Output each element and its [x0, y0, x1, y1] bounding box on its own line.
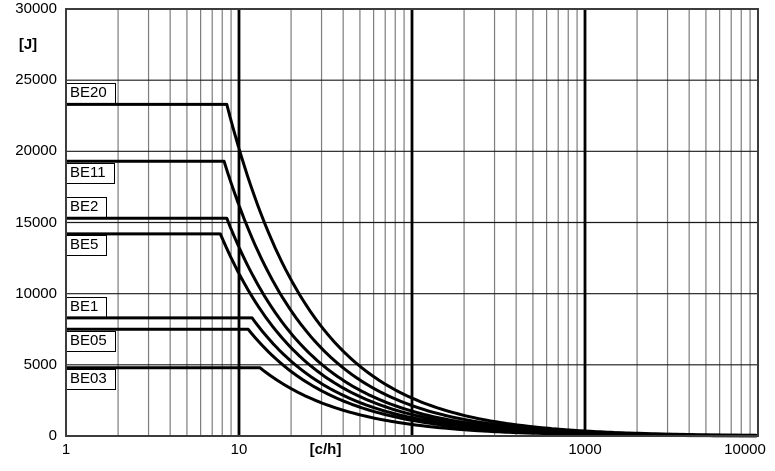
curve-label-be2: BE2 — [66, 197, 108, 219]
plot-border — [65, 8, 759, 437]
x-tick-label-1000: 1000 — [568, 441, 602, 458]
y-tick-label-10000: 10000 — [15, 284, 57, 302]
curve-be20 — [66, 102, 757, 437]
curve-label-be05: BE05 — [66, 330, 116, 352]
curve-label-be11: BE11 — [66, 162, 115, 184]
x-axis-unit-label: [c/h] — [309, 441, 342, 458]
curve-label-be5: BE5 — [66, 235, 108, 257]
curve-be11 — [66, 159, 757, 437]
x-tick-label-1: 1 — [61, 441, 71, 458]
x-tick-label-10000: 10000 — [724, 441, 766, 458]
curve-label-be03: BE03 — [66, 369, 116, 391]
y-axis-unit-label: [J] — [18, 36, 38, 53]
y-tick-label-20000: 20000 — [15, 142, 57, 160]
curve-label-be20: BE20 — [66, 83, 116, 105]
curve-be05 — [66, 327, 757, 438]
x-tick-label-10: 10 — [230, 441, 248, 458]
y-tick-label-25000: 25000 — [15, 71, 57, 89]
curve-be5 — [66, 232, 757, 438]
curve-be03 — [66, 366, 755, 438]
x-tick-label-100: 100 — [399, 441, 425, 458]
y-tick-label-30000: 30000 — [15, 0, 57, 17]
curve-be1 — [66, 316, 758, 438]
y-tick-label-0: 0 — [48, 427, 57, 444]
curve-be2 — [66, 216, 757, 438]
curve-label-be1: BE1 — [66, 296, 108, 318]
y-tick-label-5000: 5000 — [23, 355, 57, 373]
y-tick-label-15000: 15000 — [15, 213, 57, 231]
